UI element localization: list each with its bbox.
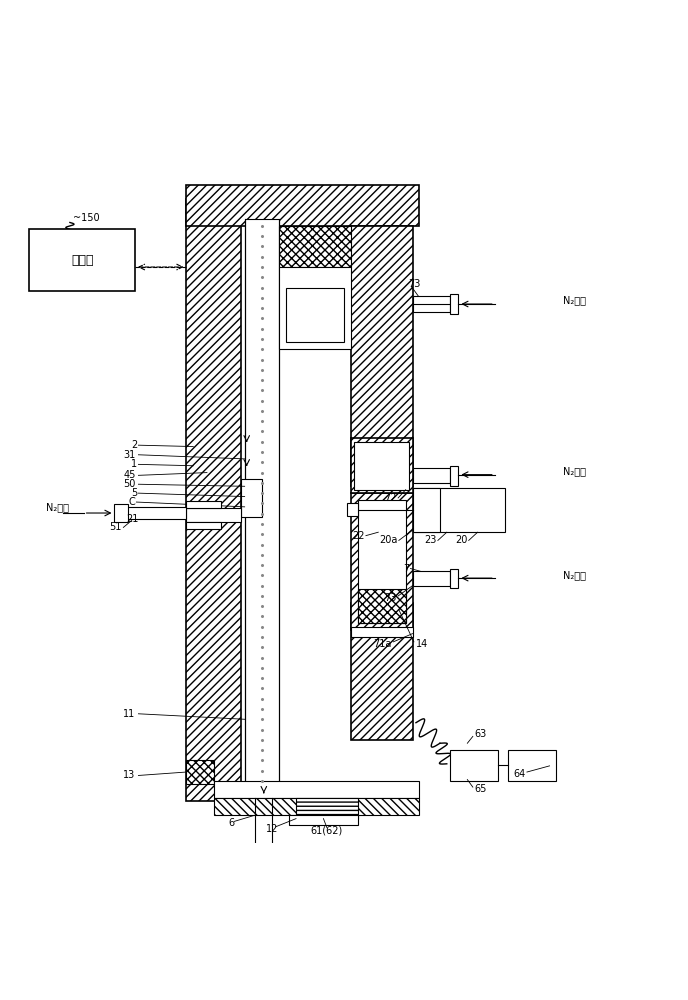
Text: 12: 12 bbox=[266, 824, 278, 834]
Bar bbox=[351, 226, 413, 486]
Bar bbox=[358, 500, 406, 623]
Text: 5: 5 bbox=[131, 488, 137, 498]
Text: 73: 73 bbox=[408, 279, 420, 289]
Text: 71a: 71a bbox=[374, 639, 392, 649]
Bar bbox=[351, 627, 413, 637]
Text: 控制部: 控制部 bbox=[71, 254, 94, 267]
Text: 20a: 20a bbox=[379, 535, 398, 545]
Text: N₂气体: N₂气体 bbox=[563, 570, 586, 580]
Bar bbox=[413, 571, 450, 586]
Text: 65: 65 bbox=[474, 784, 486, 794]
Bar bbox=[450, 569, 458, 588]
Bar bbox=[358, 589, 406, 623]
Text: 22: 22 bbox=[352, 531, 365, 541]
Text: 64: 64 bbox=[513, 769, 526, 779]
Text: 6: 6 bbox=[228, 818, 235, 828]
Text: C: C bbox=[128, 497, 135, 507]
Text: ~150: ~150 bbox=[74, 213, 100, 223]
Bar bbox=[186, 501, 221, 508]
Bar bbox=[125, 507, 186, 519]
Bar bbox=[245, 219, 279, 795]
Text: 63: 63 bbox=[474, 729, 486, 739]
Text: 13: 13 bbox=[123, 770, 136, 780]
Bar bbox=[214, 798, 420, 815]
Bar bbox=[186, 508, 241, 522]
Text: 51: 51 bbox=[109, 522, 121, 532]
Bar bbox=[351, 438, 413, 493]
Text: 7: 7 bbox=[403, 564, 409, 574]
Bar bbox=[289, 815, 358, 825]
Bar bbox=[508, 750, 557, 781]
Text: N₂气体: N₂气体 bbox=[46, 502, 69, 512]
Text: 21: 21 bbox=[126, 514, 138, 524]
Bar bbox=[186, 185, 420, 226]
Bar bbox=[351, 493, 413, 630]
Text: 61(62): 61(62) bbox=[311, 825, 343, 835]
Bar bbox=[347, 503, 358, 516]
Bar bbox=[413, 488, 505, 532]
Bar bbox=[413, 488, 440, 532]
Text: 23: 23 bbox=[424, 535, 436, 545]
Bar bbox=[186, 522, 221, 529]
Text: 50: 50 bbox=[123, 479, 136, 489]
Bar bbox=[186, 760, 214, 784]
Bar bbox=[214, 781, 420, 798]
Text: 20: 20 bbox=[455, 535, 467, 545]
Bar bbox=[186, 199, 241, 801]
Text: 45: 45 bbox=[123, 470, 136, 480]
Bar bbox=[450, 750, 498, 781]
Bar bbox=[279, 226, 351, 267]
Bar bbox=[413, 296, 450, 312]
Text: 1: 1 bbox=[131, 459, 137, 469]
Text: N₂气体: N₂气体 bbox=[563, 295, 586, 305]
Text: 11: 11 bbox=[123, 709, 136, 719]
Bar bbox=[279, 267, 351, 349]
Text: 72: 72 bbox=[385, 493, 397, 503]
Bar bbox=[241, 479, 261, 517]
Text: N₂气体: N₂气体 bbox=[563, 466, 586, 476]
Text: 31: 31 bbox=[123, 450, 136, 460]
Bar bbox=[450, 466, 458, 486]
Text: 2: 2 bbox=[131, 440, 137, 450]
Bar bbox=[286, 288, 344, 342]
Text: 14: 14 bbox=[416, 639, 428, 649]
Text: 73: 73 bbox=[385, 593, 397, 603]
Bar bbox=[354, 442, 409, 490]
Bar bbox=[114, 504, 128, 522]
Bar bbox=[450, 294, 458, 314]
Bar bbox=[29, 229, 135, 291]
Bar bbox=[413, 468, 450, 483]
Bar bbox=[296, 798, 358, 819]
Bar bbox=[351, 603, 413, 740]
